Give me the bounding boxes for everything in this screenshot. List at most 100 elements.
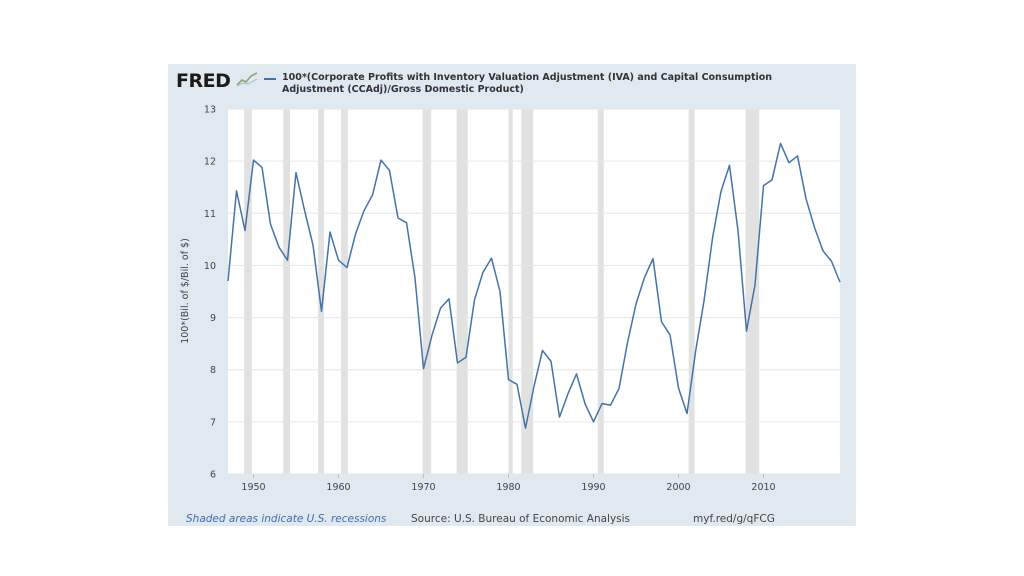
data-point[interactable] (821, 248, 826, 253)
data-point[interactable] (668, 332, 673, 337)
data-point[interactable] (481, 270, 486, 275)
recession-band (597, 109, 604, 474)
data-point[interactable] (540, 348, 545, 353)
data-point[interactable] (226, 279, 231, 284)
data-point[interactable] (251, 158, 256, 163)
y-tick-label: 12 (204, 157, 216, 168)
data-point[interactable] (447, 296, 452, 301)
x-tick-label: 1970 (411, 482, 435, 493)
data-point[interactable] (693, 349, 698, 354)
y-tick-label: 6 (210, 470, 216, 481)
series-line[interactable] (227, 142, 841, 429)
data-point[interactable] (659, 319, 664, 324)
data-point[interactable] (396, 215, 401, 220)
data-point[interactable] (336, 258, 341, 263)
data-point[interactable] (370, 193, 375, 198)
x-tick-label: 1990 (581, 482, 605, 493)
data-point[interactable] (404, 220, 409, 225)
data-point[interactable] (489, 256, 494, 261)
data-point[interactable] (243, 228, 248, 233)
data-point[interactable] (549, 359, 554, 364)
data-point[interactable] (362, 208, 367, 213)
data-point[interactable] (319, 309, 324, 314)
data-point[interactable] (778, 141, 783, 146)
data-point[interactable] (345, 265, 350, 270)
data-point[interactable] (727, 163, 732, 168)
data-point[interactable] (421, 366, 426, 371)
data-point[interactable] (634, 302, 639, 307)
data-point[interactable] (379, 158, 384, 163)
data-point[interactable] (736, 228, 741, 233)
data-point[interactable] (464, 355, 469, 360)
data-point[interactable] (311, 243, 316, 248)
x-tick-label: 1960 (326, 482, 350, 493)
data-point[interactable] (795, 153, 800, 158)
data-point[interactable] (506, 377, 511, 382)
data-point[interactable] (515, 382, 520, 387)
data-point[interactable] (285, 258, 290, 263)
recession-band (318, 109, 325, 474)
data-point[interactable] (591, 419, 596, 424)
chart-legend[interactable]: 100*(Corporate Profits with Inventory Va… (264, 72, 826, 96)
data-point[interactable] (642, 275, 647, 280)
data-point[interactable] (685, 411, 690, 416)
data-point[interactable] (277, 245, 282, 250)
y-tick-label: 9 (210, 313, 216, 324)
data-point[interactable] (719, 189, 724, 194)
data-point[interactable] (328, 230, 333, 235)
data-point[interactable] (574, 371, 579, 376)
data-point[interactable] (583, 401, 588, 406)
data-point[interactable] (651, 256, 656, 261)
data-point[interactable] (302, 208, 307, 213)
data-point[interactable] (744, 329, 749, 334)
data-point[interactable] (455, 360, 460, 365)
fred-logo[interactable]: FRED (176, 70, 231, 92)
y-tick-label: 7 (210, 417, 216, 428)
data-point[interactable] (234, 188, 239, 193)
recession-band (688, 109, 695, 474)
recession-band (283, 109, 291, 474)
recession-band (521, 109, 534, 474)
data-point[interactable] (566, 391, 571, 396)
data-point[interactable] (761, 183, 766, 188)
recession-band (508, 109, 513, 474)
source-note: Source: U.S. Bureau of Economic Analysis (411, 513, 631, 525)
data-point[interactable] (625, 340, 630, 345)
data-point[interactable] (804, 196, 809, 201)
data-point[interactable] (676, 385, 681, 390)
data-point[interactable] (294, 170, 299, 175)
data-point[interactable] (413, 275, 418, 280)
chart-area[interactable]: 1950 1960 1970 1980 1990 2000 2010 6 7 8 9 10 11 12 1… (168, 64, 856, 526)
data-point[interactable] (532, 384, 537, 389)
data-point[interactable] (787, 160, 792, 165)
data-point[interactable] (702, 298, 707, 303)
data-point[interactable] (617, 386, 622, 391)
recession-band (456, 109, 468, 474)
data-point[interactable] (472, 297, 477, 302)
data-point[interactable] (812, 225, 817, 230)
short-link[interactable]: myf.red/g/qFCG (693, 513, 775, 525)
fred-graph-card: FRED 100*(Corporate Profits with Invento… (168, 64, 856, 526)
data-point[interactable] (523, 426, 528, 431)
data-point[interactable] (600, 401, 605, 406)
data-point[interactable] (260, 165, 265, 170)
data-point[interactable] (268, 222, 273, 227)
data-point[interactable] (430, 333, 435, 338)
data-point[interactable] (557, 415, 562, 420)
legend-line-swatch (264, 78, 276, 80)
data-point[interactable] (498, 289, 503, 294)
data-point[interactable] (387, 168, 392, 173)
recession-band (422, 109, 432, 474)
data-point[interactable] (770, 177, 775, 182)
x-tick-label: 2010 (751, 482, 775, 493)
data-point[interactable] (753, 282, 758, 287)
data-point[interactable] (710, 236, 715, 241)
x-axis-ticks: 1950 1960 1970 1980 1990 2000 2010 (241, 474, 776, 493)
data-point[interactable] (353, 232, 358, 237)
recession-note: Shaded areas indicate U.S. recessions (186, 513, 387, 525)
data-point[interactable] (438, 306, 443, 311)
y-tick-label: 11 (204, 209, 216, 220)
data-point[interactable] (838, 280, 843, 285)
data-point[interactable] (829, 259, 834, 264)
data-point[interactable] (608, 403, 613, 408)
